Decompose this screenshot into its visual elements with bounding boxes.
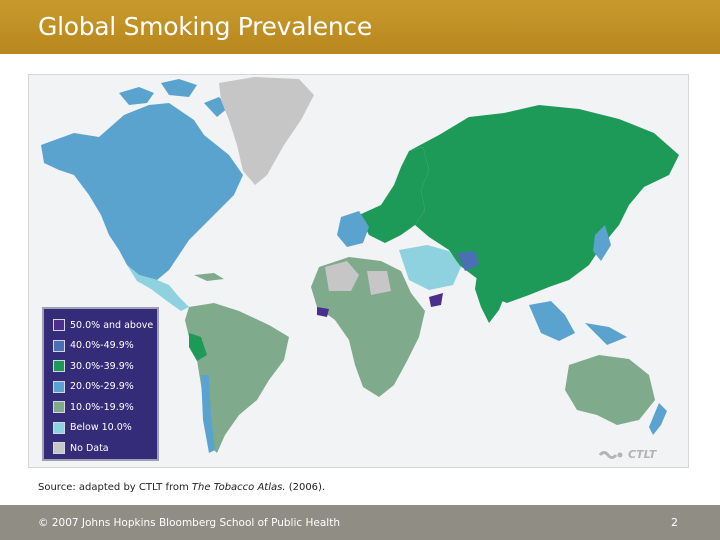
world-map [28, 74, 689, 468]
region-africa [311, 257, 425, 397]
source-citation: Source: adapted by CTLT from The Tobacco… [38, 482, 325, 493]
legend-label: 50.0% and above [70, 319, 154, 331]
title-bar: Global Smoking Prevalence [0, 0, 720, 54]
legend-label: No Data [70, 442, 109, 454]
legend-item-40-49: 40.0%-49.9% [53, 336, 157, 357]
source-suffix: (2006). [285, 482, 326, 493]
footer-bar: © 2007 Johns Hopkins Bloomberg School of… [0, 505, 720, 540]
region-south-america [185, 303, 289, 453]
source-title: The Tobacco Atlas. [191, 482, 286, 493]
region-middle-east [399, 245, 461, 290]
legend-swatch [53, 421, 65, 434]
region-australia [565, 355, 655, 425]
legend-label: 10.0%-19.9% [70, 401, 134, 413]
legend-label: Below 10.0% [70, 422, 132, 434]
legend-label: 20.0%-29.9% [70, 381, 134, 393]
region-india [475, 273, 507, 323]
region-north-america [41, 103, 243, 280]
legend-label: 30.0%-39.9% [70, 360, 134, 372]
legend-swatch [53, 360, 65, 373]
region-chile [201, 375, 215, 453]
legend-swatch [53, 442, 65, 455]
region-new-zealand [649, 403, 667, 435]
region-mexico [127, 265, 189, 311]
ctlt-mark-icon [598, 450, 623, 459]
legend-item-20-29: 20.0%-29.9% [53, 377, 157, 398]
map-legend: 50.0% and above 40.0%-49.9% 30.0%-39.9% … [42, 307, 159, 461]
legend-swatch [53, 339, 65, 352]
legend-item-50-and-above: 50.0% and above [53, 315, 157, 336]
region-arctic-islands [119, 79, 229, 117]
legend-swatch [53, 380, 65, 393]
copyright-text: © 2007 Johns Hopkins Bloomberg School of… [38, 517, 340, 529]
legend-item-no-data: No Data [53, 438, 157, 459]
region-west-africa-purple [317, 307, 329, 317]
legend-swatch [53, 401, 65, 414]
region-southeast-asia [529, 301, 627, 345]
legend-item-30-39: 30.0%-39.9% [53, 356, 157, 377]
legend-item-10-19: 10.0%-19.9% [53, 397, 157, 418]
legend-label: 40.0%-49.9% [70, 340, 134, 352]
region-japan [593, 225, 611, 261]
region-caribbean [194, 273, 224, 281]
ctlt-logo-text: CTLT [628, 448, 657, 461]
region-yemen [429, 293, 443, 307]
legend-swatch [53, 319, 65, 332]
ctlt-logo: CTLT [598, 448, 656, 461]
region-north-africa [325, 261, 391, 295]
region-peru [189, 333, 207, 361]
legend-item-below-10: Below 10.0% [53, 418, 157, 439]
region-western-europe [337, 211, 369, 247]
source-prefix: Source: adapted by CTLT from [38, 482, 192, 493]
page-title: Global Smoking Prevalence [38, 12, 372, 41]
region-russia-asia [409, 105, 679, 303]
region-europe [359, 147, 429, 243]
page-number: 2 [671, 516, 678, 529]
world-map-svg [41, 77, 679, 453]
region-greenland [219, 77, 314, 185]
region-afghanistan [457, 251, 479, 271]
